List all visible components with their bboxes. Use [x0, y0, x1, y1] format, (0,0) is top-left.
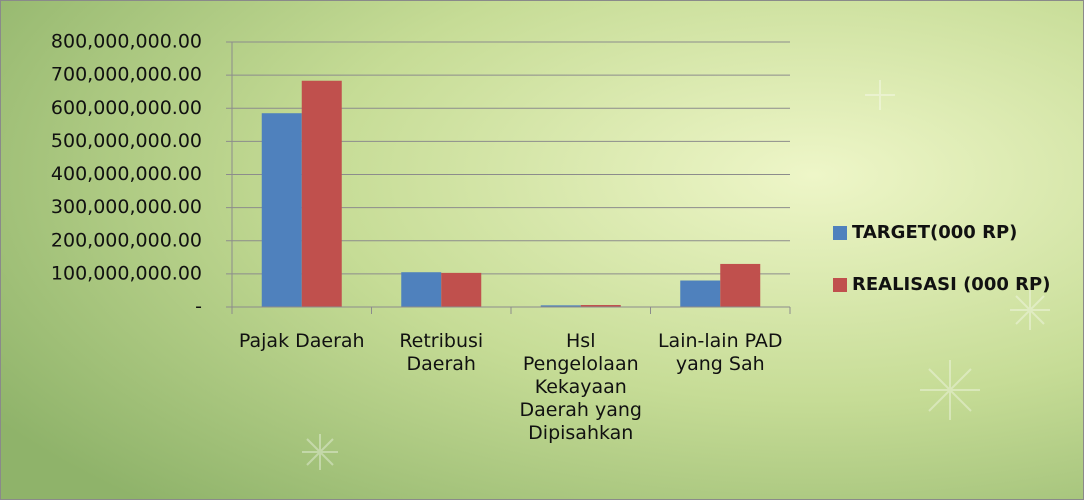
- y-tick-label: 700,000,000.00: [51, 64, 202, 86]
- bar: [580, 305, 621, 307]
- x-tick-label: Retribusi Daerah: [399, 330, 484, 375]
- y-tick-label: 100,000,000.00: [51, 262, 202, 284]
- bar: [441, 272, 482, 307]
- bar: [261, 113, 302, 307]
- bar: [301, 80, 342, 307]
- decoration: [302, 80, 1050, 470]
- bar: [720, 263, 761, 307]
- y-tick-label: 400,000,000.00: [51, 163, 202, 185]
- bar: [401, 272, 442, 307]
- y-tick-label: 200,000,000.00: [51, 229, 202, 251]
- legend-label: TARGET(000 RP): [852, 222, 1017, 243]
- y-tick-label: 300,000,000.00: [51, 196, 202, 218]
- y-tick-label: 800,000,000.00: [51, 31, 202, 53]
- bar: [540, 305, 581, 307]
- y-tick-label: 500,000,000.00: [51, 130, 202, 152]
- bar: [680, 280, 721, 307]
- y-tick-label: -: [195, 296, 202, 318]
- legend-swatch: [833, 278, 847, 292]
- legend-label: REALISASI (000 RP): [852, 274, 1050, 295]
- y-tick-label: 600,000,000.00: [51, 97, 202, 119]
- legend-swatch: [833, 226, 847, 240]
- x-tick-label: Hsl Pengelolaan Kekayaan Daerah yang Dip…: [519, 330, 643, 444]
- x-tick-label: Pajak Daerah: [238, 330, 365, 352]
- x-tick-label: Lain-lain PAD yang Sah: [657, 330, 783, 375]
